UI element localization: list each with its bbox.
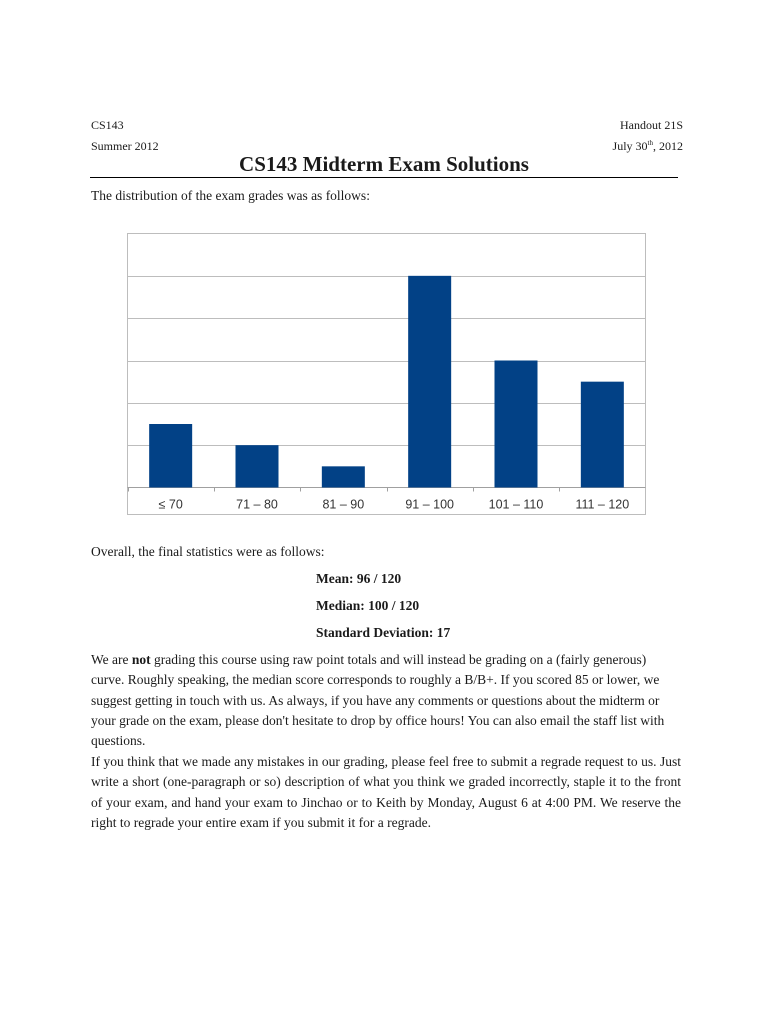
term: Summer 2012 [91, 139, 159, 153]
mean-stat: Mean: 96 / 120 [316, 571, 402, 586]
median-stat: Median: 100 / 120 [316, 598, 420, 613]
curve-text-start: We are [91, 652, 132, 667]
chart-x-label: 101 – 110 [489, 498, 544, 512]
chart-bar [235, 445, 279, 488]
stats-intro: Overall, the final statistics were as fo… [91, 544, 325, 559]
stddev-stat: Standard Deviation: 17 [316, 625, 451, 640]
chart-x-label: 71 – 80 [236, 498, 278, 512]
title-underline [90, 177, 678, 178]
chart-x-label: ≤ 70 [159, 498, 183, 512]
chart-bar [408, 275, 452, 488]
header-right: Handout 21S July 30th, 2012 [613, 115, 683, 157]
curve-text-rest: grading this course using raw point tota… [91, 652, 665, 749]
chart-x-label: 81 – 90 [322, 498, 364, 512]
chart-bar [149, 424, 193, 488]
chart-bar [494, 360, 538, 488]
date-suffix: th [647, 139, 653, 147]
handout-number: Handout 21S [620, 118, 683, 132]
curve-paragraph: We are not grading this course using raw… [91, 650, 681, 751]
chart-frame [127, 233, 646, 515]
regrade-paragraph: If you think that we made any mistakes i… [91, 754, 681, 830]
course-code: CS143 [91, 118, 124, 132]
chart-bar [580, 381, 624, 488]
chart-svg: ≤ 70 71 – 80 81 – 90 91 – 100 101 – 110 111 –… [127, 233, 646, 515]
chart-bar [321, 466, 365, 488]
date-prefix: July 30 [612, 139, 648, 153]
chart-x-label: 91 – 100 [405, 498, 454, 512]
page-title: CS143 Midterm Exam Solutions [239, 152, 529, 176]
distribution-intro: The distribution of the exam grades was … [91, 188, 370, 203]
curve-emphasis: not [131, 652, 151, 667]
header-left: CS143 Summer 2012 [91, 115, 159, 157]
grade-distribution-chart: ≤ 70 71 – 80 81 – 90 91 – 100 101 – 110 111 –… [127, 233, 646, 515]
date-year: , 2012 [653, 139, 683, 153]
handout-date: July 30th, 2012 [613, 136, 683, 157]
chart-x-label: 111 – 120 [575, 498, 629, 512]
